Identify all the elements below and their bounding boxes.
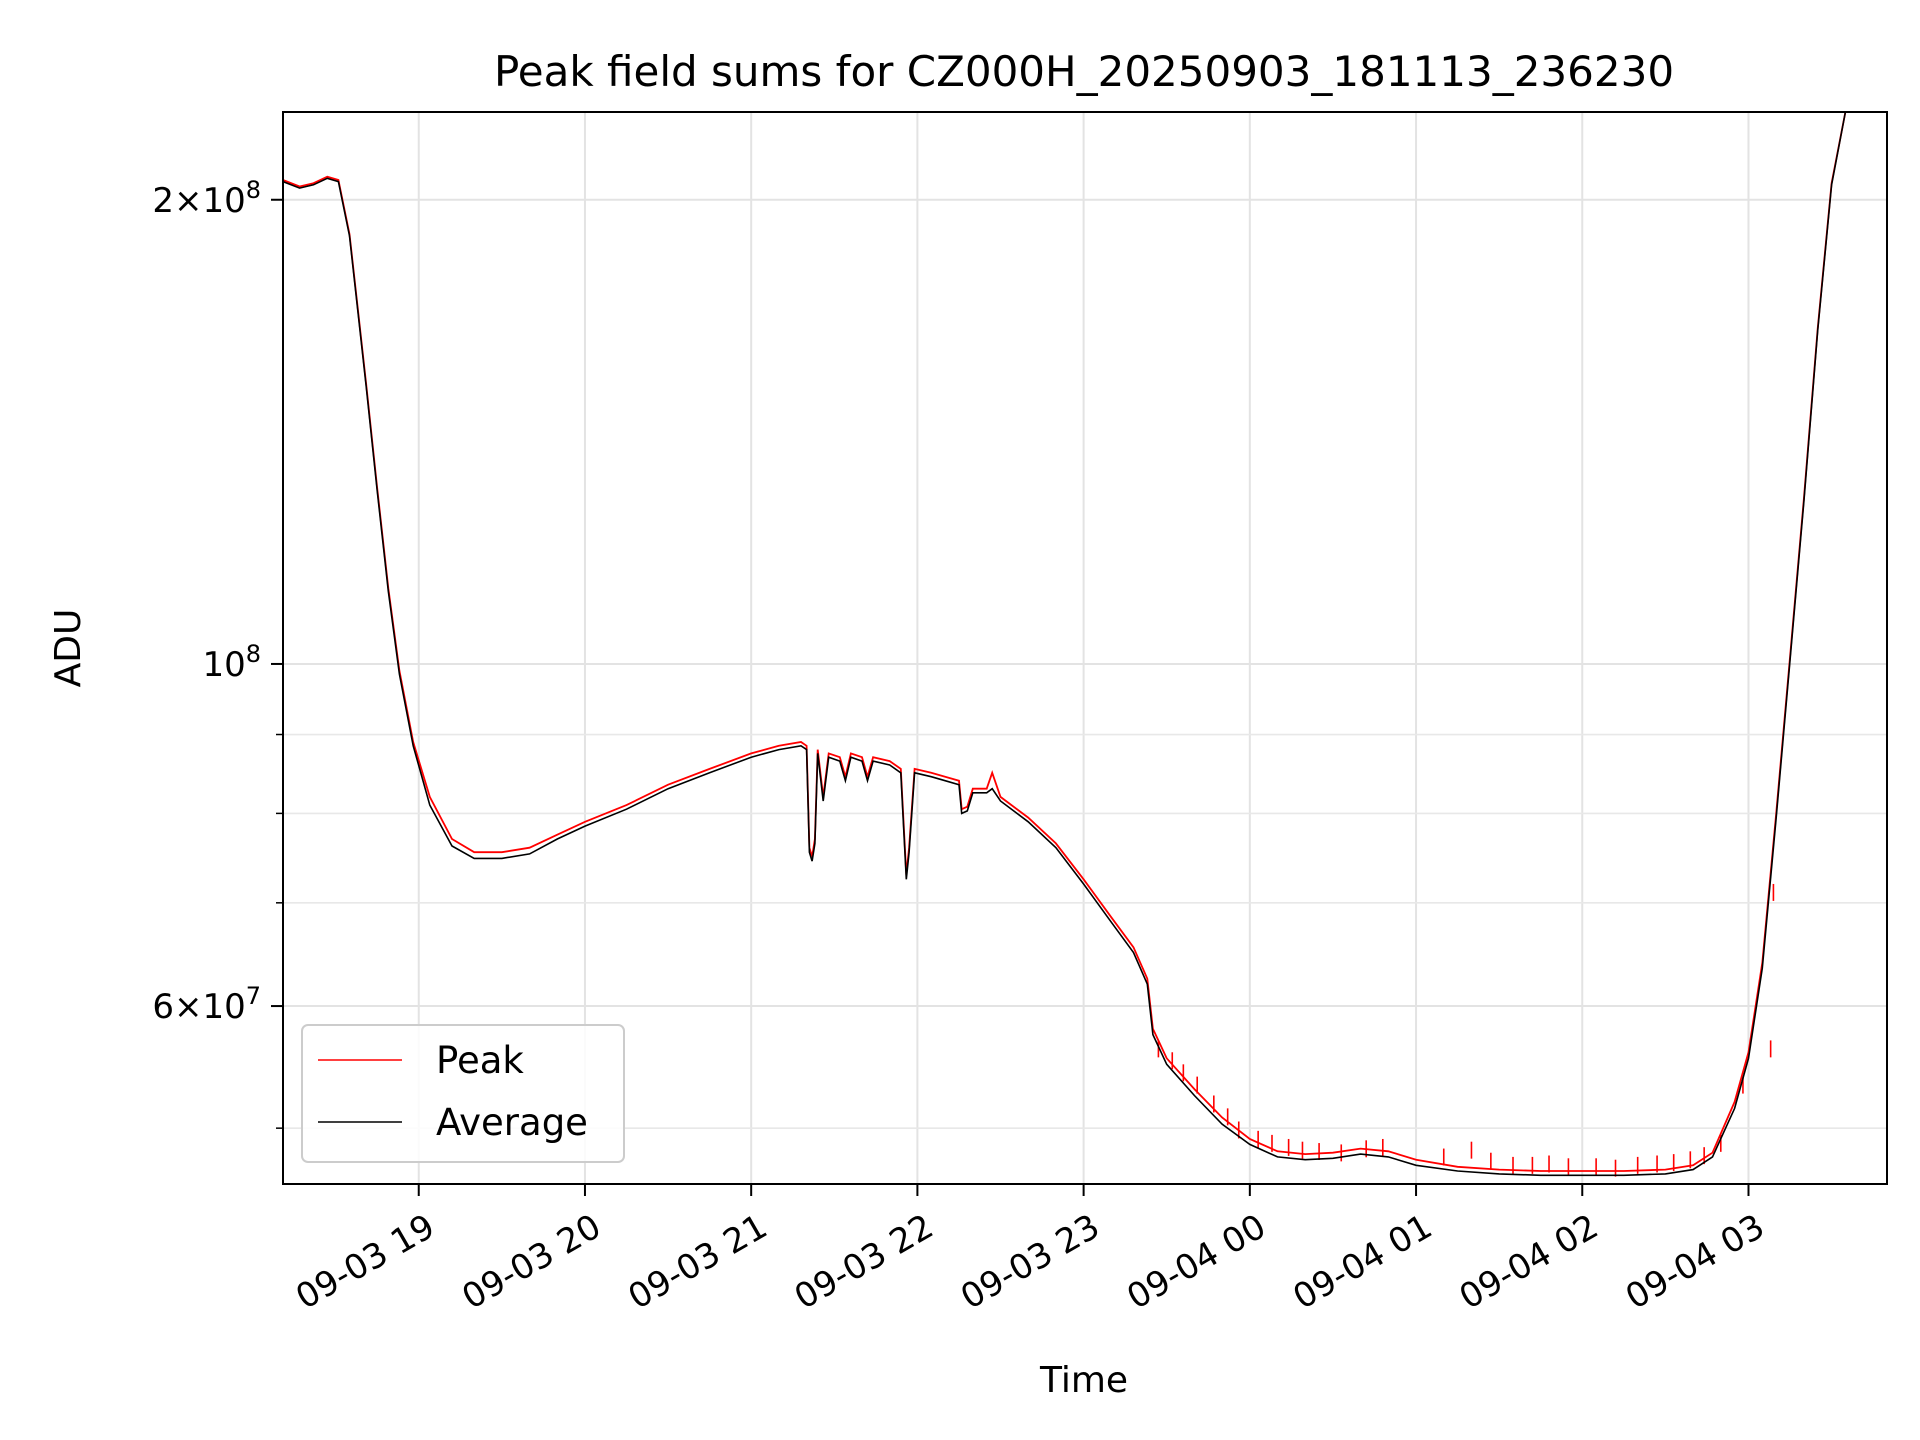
y-tick-label: 2×108	[152, 176, 261, 221]
chart-title: Peak field sums for CZ000H_20250903_1811…	[494, 47, 1674, 96]
grid	[283, 112, 1887, 1184]
legend: Peak Average	[301, 1024, 625, 1163]
average-line	[283, 112, 1887, 1177]
plot-frame	[282, 111, 1888, 1185]
y-axis-label: ADU	[48, 609, 89, 688]
legend-peak-label: Peak	[436, 1039, 524, 1082]
plot-lines	[283, 112, 1887, 1177]
legend-average-label: Average	[436, 1101, 588, 1144]
y-tick-label: 6×107	[152, 982, 261, 1027]
x-axis-label: Time	[1039, 1360, 1128, 1401]
